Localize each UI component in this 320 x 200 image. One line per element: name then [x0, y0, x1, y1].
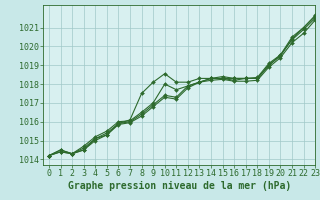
X-axis label: Graphe pression niveau de la mer (hPa): Graphe pression niveau de la mer (hPa)	[68, 181, 291, 191]
